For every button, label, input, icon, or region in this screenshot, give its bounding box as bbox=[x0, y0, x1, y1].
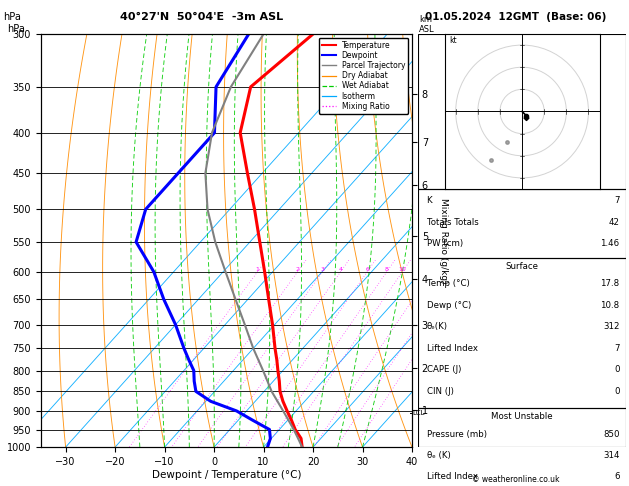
Text: 0: 0 bbox=[614, 365, 620, 374]
Text: Dewp (°C): Dewp (°C) bbox=[426, 301, 471, 310]
Text: Lifted Index: Lifted Index bbox=[426, 344, 477, 353]
Text: θₑ(K): θₑ(K) bbox=[426, 322, 448, 331]
Text: 01.05.2024  12GMT  (Base: 06): 01.05.2024 12GMT (Base: 06) bbox=[425, 12, 606, 22]
Text: Surface: Surface bbox=[506, 262, 538, 271]
Text: CAPE (J): CAPE (J) bbox=[426, 365, 461, 374]
Text: K: K bbox=[426, 196, 432, 206]
Text: 7: 7 bbox=[614, 344, 620, 353]
Text: 2: 2 bbox=[296, 267, 299, 272]
Text: kt: kt bbox=[449, 36, 457, 45]
Text: 0: 0 bbox=[614, 386, 620, 396]
Text: Totals Totals: Totals Totals bbox=[426, 218, 478, 227]
Text: © weatheronline.co.uk: © weatheronline.co.uk bbox=[472, 474, 560, 484]
Text: 3: 3 bbox=[320, 267, 325, 272]
Legend: Temperature, Dewpoint, Parcel Trajectory, Dry Adiabat, Wet Adiabat, Isotherm, Mi: Temperature, Dewpoint, Parcel Trajectory… bbox=[319, 38, 408, 114]
Text: 17.8: 17.8 bbox=[601, 279, 620, 288]
Text: hPa: hPa bbox=[8, 24, 25, 34]
Text: 6: 6 bbox=[365, 267, 369, 272]
Text: Lifted Index: Lifted Index bbox=[426, 472, 477, 482]
Text: 312: 312 bbox=[603, 322, 620, 331]
Text: 850: 850 bbox=[603, 430, 620, 438]
Text: 1.46: 1.46 bbox=[601, 240, 620, 248]
Text: Most Unstable: Most Unstable bbox=[491, 412, 553, 421]
Text: 8: 8 bbox=[385, 267, 389, 272]
Text: 42: 42 bbox=[609, 218, 620, 227]
Text: θₑ (K): θₑ (K) bbox=[426, 451, 450, 460]
Text: 1: 1 bbox=[255, 267, 259, 272]
Text: 40°27'N  50°04'E  -3m ASL: 40°27'N 50°04'E -3m ASL bbox=[120, 12, 283, 22]
Text: km
ASL: km ASL bbox=[420, 16, 435, 34]
Text: 10.8: 10.8 bbox=[601, 301, 620, 310]
Y-axis label: Mixing Ratio (g/kg): Mixing Ratio (g/kg) bbox=[439, 198, 448, 283]
Text: LCL: LCL bbox=[412, 410, 425, 416]
Text: 6: 6 bbox=[614, 472, 620, 482]
Text: 7: 7 bbox=[614, 196, 620, 206]
Text: 10: 10 bbox=[398, 267, 406, 272]
Text: PW (cm): PW (cm) bbox=[426, 240, 463, 248]
Text: 4: 4 bbox=[338, 267, 343, 272]
X-axis label: Dewpoint / Temperature (°C): Dewpoint / Temperature (°C) bbox=[152, 469, 301, 480]
Text: hPa: hPa bbox=[3, 12, 21, 22]
Text: Temp (°C): Temp (°C) bbox=[426, 279, 469, 288]
Text: 314: 314 bbox=[603, 451, 620, 460]
Text: CIN (J): CIN (J) bbox=[426, 386, 454, 396]
Text: Pressure (mb): Pressure (mb) bbox=[426, 430, 487, 438]
